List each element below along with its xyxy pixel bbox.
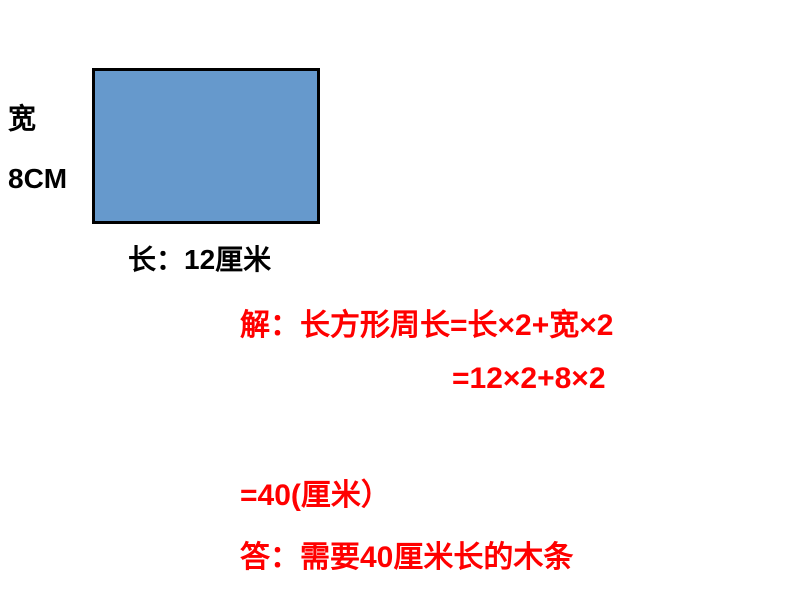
width-label-line2: 8CM (8, 158, 67, 200)
width-label-line1: 宽 (8, 98, 67, 140)
length-label: 长：12厘米 (128, 238, 271, 278)
solution-line-3: =40(厘米） (240, 470, 391, 514)
solution-line-1: 解：长方形周长=长×2+宽×2 (240, 300, 613, 344)
solution-line-2: =12×2+8×2 (452, 362, 606, 396)
width-label: 宽 8CM (8, 98, 67, 200)
solution-line-4: 答：需要40厘米长的木条 (240, 532, 573, 576)
rectangle-shape (92, 68, 320, 224)
